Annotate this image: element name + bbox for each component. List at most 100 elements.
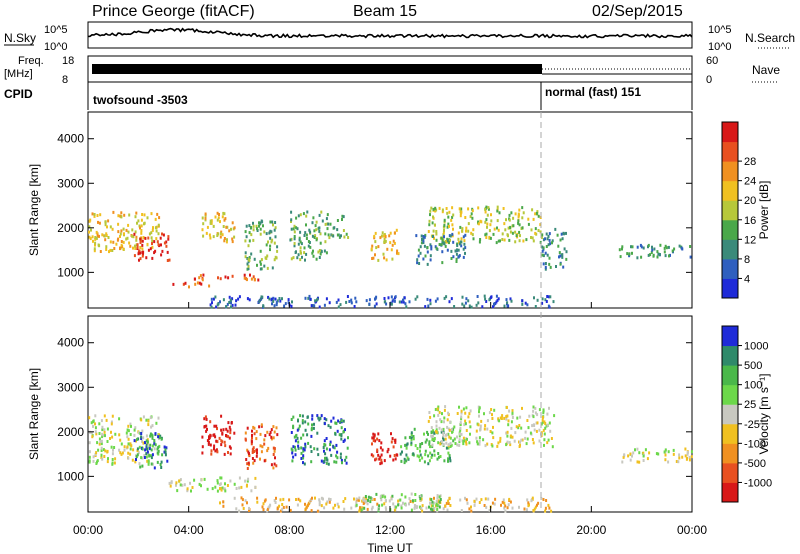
velocity-cell bbox=[330, 453, 333, 457]
velocity-colorbar-tick-label: 100 bbox=[744, 380, 762, 392]
velocity-cell bbox=[431, 508, 434, 512]
power-cell bbox=[658, 253, 661, 256]
power-cell bbox=[459, 240, 462, 244]
power-cell bbox=[219, 235, 222, 239]
velocity-cell bbox=[222, 504, 225, 508]
nave-tick-bottom: 0 bbox=[706, 74, 712, 86]
velocity-cell bbox=[432, 501, 435, 505]
velocity-cell bbox=[100, 419, 103, 423]
power-cell bbox=[621, 247, 623, 251]
velocity-cell bbox=[531, 496, 534, 500]
power-cell bbox=[92, 239, 94, 243]
velocity-cell bbox=[103, 414, 106, 418]
power-cell bbox=[146, 216, 149, 220]
power-cell bbox=[443, 235, 445, 239]
power-cell bbox=[508, 218, 511, 222]
power-cell bbox=[368, 298, 371, 302]
power-cell bbox=[422, 239, 425, 243]
velocity-cell bbox=[433, 507, 436, 510]
power-cell bbox=[541, 249, 544, 253]
power-cell bbox=[305, 214, 308, 218]
velocity-cell bbox=[183, 483, 186, 487]
velocity-cell bbox=[309, 445, 312, 449]
power-cell bbox=[98, 244, 101, 248]
velocity-cell bbox=[278, 504, 281, 508]
power-cell bbox=[631, 251, 633, 255]
xaxis-label: Time UT bbox=[367, 541, 413, 554]
velocity-cell bbox=[380, 453, 383, 457]
velocity-cell bbox=[548, 506, 551, 510]
velocity-cell bbox=[536, 503, 538, 507]
velocity-cell bbox=[318, 500, 321, 504]
power-cell bbox=[390, 248, 393, 252]
velocity-cell bbox=[449, 436, 452, 440]
power-cell bbox=[383, 297, 386, 300]
velocity-cell bbox=[206, 439, 209, 443]
power-cell bbox=[427, 304, 430, 308]
power-cell bbox=[448, 224, 450, 228]
velocity-cell bbox=[509, 434, 512, 438]
velocity-cell bbox=[111, 435, 114, 439]
velocity-cell bbox=[488, 508, 491, 512]
power-cell bbox=[333, 226, 336, 230]
velocity-cell bbox=[447, 457, 450, 461]
velocity-cell bbox=[214, 485, 217, 489]
velocity-cell bbox=[251, 451, 254, 454]
power-cell bbox=[536, 298, 539, 302]
power-cell bbox=[145, 256, 148, 260]
velocity-cell bbox=[227, 421, 230, 425]
power-cell bbox=[527, 222, 530, 226]
velocity-cell bbox=[386, 450, 389, 454]
velocity-cell bbox=[369, 496, 372, 500]
velocity-cell bbox=[317, 453, 320, 457]
velocity-cell bbox=[92, 459, 95, 463]
power-cell bbox=[223, 239, 226, 243]
velocity-cell bbox=[355, 501, 358, 505]
power-cell bbox=[450, 257, 453, 260]
velocity-cell bbox=[148, 447, 151, 451]
velocity-cell bbox=[460, 509, 463, 512]
velocity-cell bbox=[216, 450, 219, 454]
power-cell bbox=[233, 235, 236, 239]
power-cell bbox=[539, 230, 542, 234]
velocity-cell bbox=[404, 503, 407, 507]
power-cell bbox=[518, 223, 521, 227]
power-cell bbox=[477, 220, 480, 224]
velocity-cell bbox=[150, 425, 153, 429]
power-cell bbox=[229, 298, 232, 302]
velocity-cell bbox=[341, 461, 343, 465]
velocity-cell bbox=[521, 438, 524, 442]
power-cell bbox=[276, 245, 279, 249]
power-cell bbox=[546, 237, 549, 241]
power-cell bbox=[259, 249, 262, 253]
power-cell bbox=[487, 206, 490, 210]
velocity-cell bbox=[111, 462, 114, 466]
velocity-cell bbox=[281, 503, 284, 506]
power-cell bbox=[432, 215, 434, 219]
power-cell bbox=[217, 216, 220, 220]
velocity-cell bbox=[322, 497, 324, 501]
power-cell bbox=[533, 296, 535, 300]
power-cell bbox=[134, 230, 137, 234]
power-cell bbox=[465, 297, 468, 301]
velocity-cell bbox=[478, 439, 481, 443]
power-cell bbox=[386, 247, 389, 251]
power-cell bbox=[125, 237, 128, 241]
power-cell bbox=[555, 265, 557, 268]
power-cell bbox=[390, 295, 393, 299]
power-cell bbox=[631, 245, 634, 249]
power-cell bbox=[139, 241, 142, 244]
power-cell bbox=[323, 249, 326, 253]
power-cell bbox=[663, 250, 666, 254]
velocity-cell bbox=[113, 461, 116, 465]
velocity-cell bbox=[345, 461, 348, 465]
velocity-cell bbox=[421, 442, 424, 445]
velocity-cell bbox=[101, 428, 104, 432]
velocity-cell bbox=[432, 435, 435, 439]
velocity-cell bbox=[423, 460, 426, 464]
power-cell bbox=[642, 246, 645, 250]
velocity-cell bbox=[299, 414, 302, 418]
velocity-cell bbox=[145, 439, 148, 443]
velocity-cell bbox=[335, 443, 338, 447]
velocity-cell bbox=[226, 484, 229, 487]
